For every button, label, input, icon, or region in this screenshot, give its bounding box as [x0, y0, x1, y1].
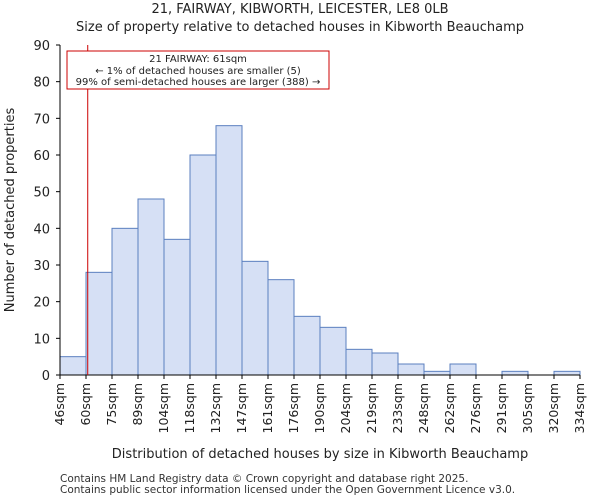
bar-320sqm [553, 370, 581, 376]
x-tick-label: 233sqm [390, 383, 405, 433]
y-tick-label: 10 [33, 332, 50, 347]
y-axis-label: Number of detached properties [3, 108, 18, 313]
bars-layer [59, 125, 581, 376]
x-tick-labels: 46sqm 60sqm 75sqm 89sqm 104sqm 118sqm 132sqm 14… [52, 383, 587, 433]
bar-132sqm [215, 125, 243, 376]
footer-line-1: Contains HM Land Registry data © Crown c… [60, 473, 469, 485]
annotation-line-3: 99% of semi-detached houses are larger (… [76, 77, 321, 88]
bar-204sqm [345, 348, 373, 376]
bar-233sqm [397, 363, 425, 376]
chart-title: 21, FAIRWAY, KIBWORTH, LEICESTER, LE8 0L… [151, 2, 449, 17]
bar-104sqm [163, 238, 191, 376]
x-tick-label: 334sqm [572, 383, 587, 433]
y-tick-label: 20 [33, 296, 50, 311]
x-tick-label: 104sqm [156, 383, 171, 433]
x-tick-label: 161sqm [260, 383, 275, 433]
x-tick-label: 118sqm [182, 383, 197, 433]
x-tick-label: 219sqm [364, 383, 379, 433]
chart-subtitle: Size of property relative to detached ho… [76, 20, 524, 35]
x-tick-label: 190sqm [312, 383, 327, 433]
y-tick-label: 50 [33, 186, 50, 201]
bar-161sqm [267, 279, 295, 376]
x-tick-label: 75sqm [104, 383, 119, 426]
y-tick-label: 70 [33, 112, 50, 127]
x-tick-label: 276sqm [468, 383, 483, 433]
y-tick-label: 40 [33, 222, 50, 237]
y-tick-label: 30 [33, 259, 50, 274]
x-tick-label: 132sqm [208, 383, 223, 433]
y-tick-label: 60 [33, 149, 50, 164]
bar-291sqm [501, 370, 529, 376]
bar-219sqm [371, 352, 399, 376]
x-tick-label: 262sqm [442, 383, 457, 433]
y-tick-label: 80 [33, 76, 50, 91]
x-tick-label: 204sqm [338, 383, 353, 433]
y-tick-label: 90 [33, 39, 50, 54]
x-tick-label: 305sqm [520, 383, 535, 433]
annotation-line-1: 21 FAIRWAY: 61sqm [149, 54, 247, 65]
x-tick-label: 46sqm [52, 383, 67, 426]
x-tick-label: 320sqm [546, 383, 561, 433]
x-tick-label: 147sqm [234, 383, 249, 433]
y-tick-label: 0 [42, 369, 50, 384]
x-tick-label: 291sqm [494, 383, 509, 433]
x-tick-label: 176sqm [286, 383, 301, 433]
bar-46sqm [59, 356, 87, 376]
bar-262sqm [449, 363, 477, 376]
bar-176sqm [293, 315, 321, 376]
x-axis-label: Distribution of detached houses by size … [112, 447, 528, 462]
x-tick-label: 89sqm [130, 383, 145, 426]
footer-line-2: Contains public sector information licen… [60, 484, 516, 496]
y-tick-labels: 0 10 20 30 40 50 60 70 80 90 [33, 39, 50, 384]
bar-89sqm [137, 198, 165, 376]
bar-75sqm [111, 227, 139, 376]
bar-60sqm [85, 271, 113, 376]
x-tick-label: 248sqm [416, 383, 431, 433]
axes-layer [56, 44, 581, 379]
bar-248sqm [423, 370, 451, 376]
bar-190sqm [319, 326, 347, 376]
annotation-box: 21 FAIRWAY: 61sqm ← 1% of detached house… [66, 50, 330, 90]
bar-118sqm [189, 154, 217, 376]
bar-147sqm [241, 260, 269, 376]
x-tick-label: 60sqm [78, 383, 93, 426]
annotation-line-2: ← 1% of detached houses are smaller (5) [95, 66, 301, 77]
